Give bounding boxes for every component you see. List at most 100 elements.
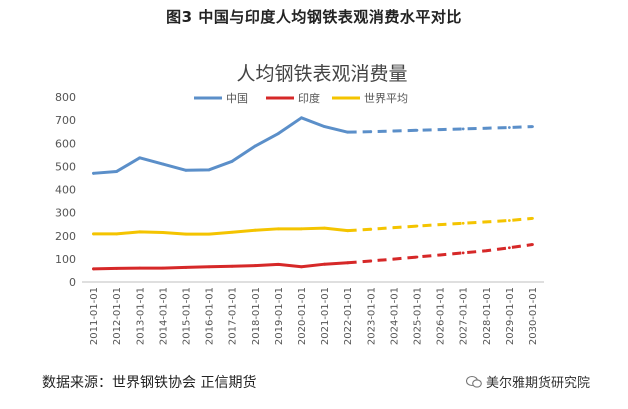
x-tick-label: 2014-01-01 [158, 287, 169, 345]
x-tick-label: 2017-01-01 [228, 287, 239, 345]
data-point [323, 262, 326, 266]
y-tick-label: 100 [55, 253, 76, 266]
data-point [230, 159, 234, 163]
data-point [92, 232, 95, 236]
series-line-actual [92, 261, 350, 271]
data-point [115, 232, 119, 236]
data-point [346, 229, 350, 233]
data-point [300, 265, 303, 269]
x-tick-label: 2019-01-01 [274, 287, 285, 345]
x-tick-label: 2029-01-01 [505, 287, 516, 345]
x-tick-label: 2027-01-01 [459, 287, 470, 345]
data-point [115, 170, 119, 173]
y-tick-label: 800 [55, 91, 76, 104]
x-tick-label: 2024-01-01 [389, 287, 400, 345]
data-point [461, 251, 465, 255]
data-point [92, 267, 95, 271]
data-point [507, 219, 511, 222]
data-point [184, 168, 188, 172]
watermark: 美尔雅期货研究院 [466, 372, 590, 391]
watermark-label: 美尔雅期货研究院 [486, 376, 591, 391]
data-point [184, 266, 188, 269]
data-point [461, 221, 465, 225]
data-point [438, 223, 442, 227]
x-tick-label: 2016-01-01 [205, 287, 216, 345]
data-point [230, 264, 234, 268]
data-point [138, 230, 142, 234]
data-point [392, 226, 396, 230]
x-tick-label: 2012-01-01 [112, 287, 123, 345]
data-point [161, 231, 165, 234]
y-tick-label: 300 [55, 207, 76, 220]
legend-label: 印度 [298, 91, 320, 105]
data-point [276, 132, 280, 135]
y-tick-label: 0 [69, 276, 76, 289]
data-point [461, 127, 465, 131]
x-tick-label: 2011-01-01 [89, 287, 100, 345]
data-point [92, 171, 95, 175]
data-point [207, 168, 211, 172]
data-point [369, 259, 373, 263]
x-tick-label: 2020-01-01 [297, 287, 308, 345]
data-point [369, 227, 373, 231]
y-tick-label: 600 [55, 137, 76, 150]
data-point [369, 130, 373, 134]
data-point [300, 116, 303, 120]
chat-bubble-icon [466, 375, 482, 388]
data-point [230, 230, 234, 234]
y-tick-label: 200 [55, 230, 76, 243]
series-line-actual [92, 226, 350, 236]
data-point [323, 125, 326, 128]
data-point [392, 129, 396, 133]
data-point [484, 249, 488, 253]
x-tick-label: 2022-01-01 [343, 287, 354, 345]
chart-title: 人均钢铁表观消费量 [236, 63, 407, 85]
data-point [415, 128, 419, 132]
data-point [253, 264, 257, 267]
data-point [207, 265, 211, 269]
y-tick-label: 700 [55, 114, 76, 127]
data-point [346, 130, 350, 134]
source-note: 数据来源：世界钢铁协会 正信期货 [42, 375, 257, 391]
data-point [207, 232, 211, 236]
data-point [276, 263, 280, 266]
data-point [507, 126, 511, 129]
data-point [161, 266, 165, 270]
data-point [415, 224, 419, 228]
data-point [115, 266, 119, 270]
data-point [138, 266, 142, 270]
x-tick-label: 2018-01-01 [251, 287, 262, 345]
data-point [484, 220, 488, 224]
data-point [346, 261, 350, 265]
data-point [392, 257, 396, 261]
legend-label: 中国 [226, 92, 248, 105]
data-point [276, 227, 280, 231]
data-point [438, 128, 442, 132]
x-tick-label: 2025-01-01 [412, 287, 423, 345]
data-point [415, 255, 419, 259]
data-point [531, 217, 534, 220]
legend-label: 世界平均 [364, 92, 408, 105]
axes: 0 100 200 300 400 500 600 700 800 2011-01-01 2012-… [55, 91, 544, 345]
x-tick-label: 2023-01-01 [366, 287, 377, 345]
x-tick-label: 2030-01-01 [528, 287, 539, 345]
y-tick-label: 500 [55, 160, 76, 173]
x-tick-label: 2026-01-01 [436, 287, 447, 345]
data-point [531, 125, 534, 128]
data-point [253, 228, 257, 232]
x-tick-label: 2021-01-01 [320, 287, 331, 345]
data-point [253, 144, 257, 148]
x-tick-label: 2013-01-01 [135, 287, 146, 345]
series-layer [92, 116, 534, 271]
data-point [184, 232, 188, 236]
data-point [438, 253, 442, 257]
data-point [531, 243, 534, 246]
figure-title: 图3 中国与印度人均钢铁表观消费水平对比 [166, 8, 462, 26]
data-point [484, 126, 488, 130]
series-line-actual [92, 116, 350, 175]
data-point [300, 227, 303, 231]
x-tick-label: 2015-01-01 [181, 287, 192, 345]
legend: 中国 印度 世界平均 [194, 91, 408, 105]
data-point [138, 156, 142, 160]
